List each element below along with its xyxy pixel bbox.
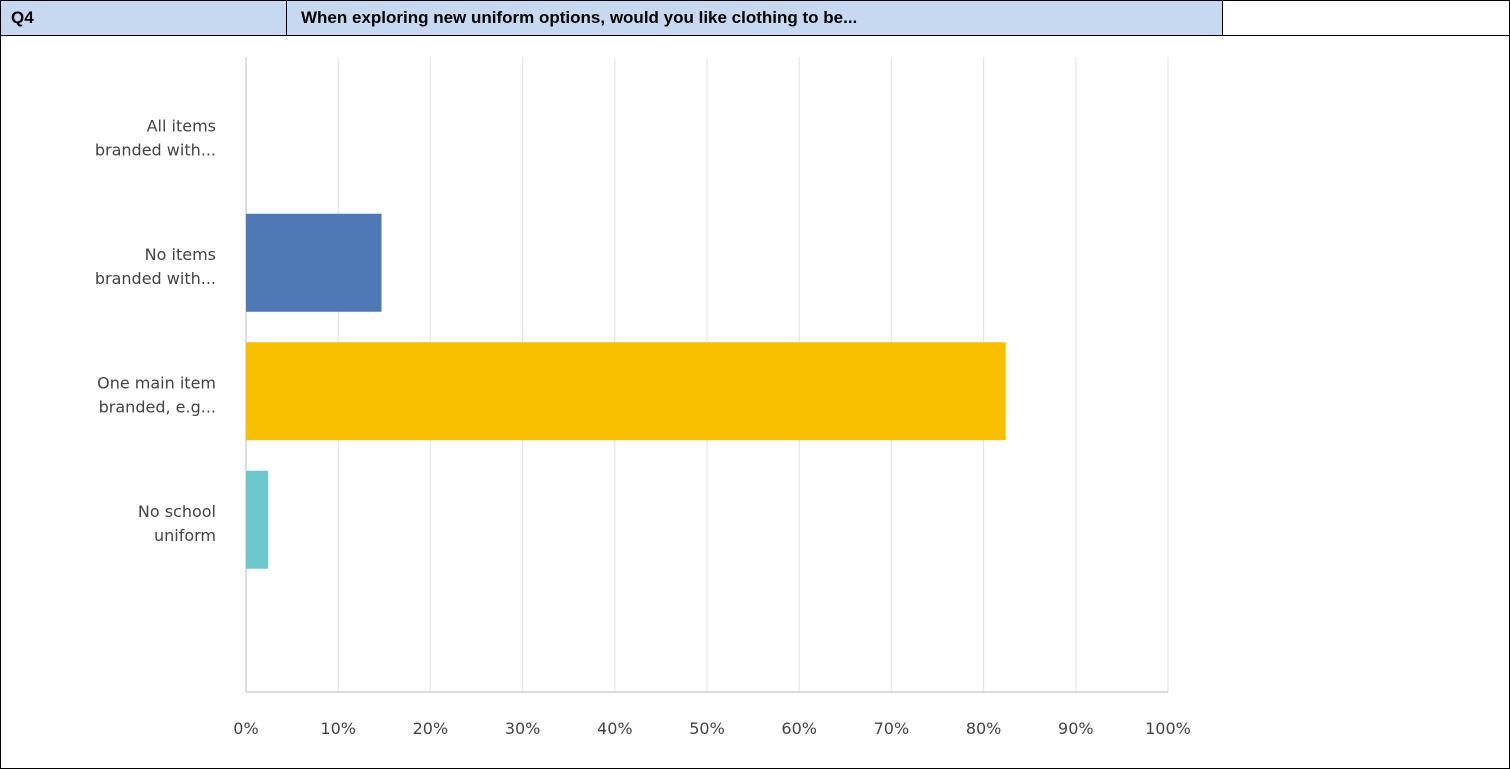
x-axis-ticks: 0% 10% 20% 30% 40% 50% 60% 70% 80% 90% 100%	[233, 719, 1191, 738]
question-text: When exploring new uniform options, woul…	[287, 1, 1223, 35]
question-number: Q4	[1, 1, 287, 35]
x-tick-label: 90%	[1058, 719, 1094, 738]
x-tick-label: 30%	[505, 719, 541, 738]
category-label: No school uniform	[138, 502, 216, 545]
x-tick-label: 40%	[597, 719, 633, 738]
category-label: No items branded with...	[95, 245, 216, 288]
category-labels: All items branded with... No items branded …	[95, 116, 216, 545]
x-tick-label: 100%	[1145, 719, 1191, 738]
category-label: All items branded with...	[95, 116, 216, 159]
x-tick-label: 0%	[233, 719, 258, 738]
x-tick-label: 60%	[781, 719, 817, 738]
bars	[246, 213, 1006, 569]
bar	[246, 470, 269, 569]
header-empty-cell	[1223, 1, 1509, 35]
bar	[246, 213, 382, 312]
x-tick-label: 80%	[966, 719, 1002, 738]
bar	[246, 342, 1006, 441]
x-tick-label: 50%	[689, 719, 725, 738]
question-header: Q4 When exploring new uniform options, w…	[1, 1, 1509, 36]
x-tick-label: 20%	[413, 719, 449, 738]
x-tick-label: 70%	[874, 719, 910, 738]
bar-chart: All items branded with... No items branded …	[95, 57, 1191, 738]
x-tick-label: 10%	[320, 719, 356, 738]
category-label: One main item branded, e.g...	[97, 373, 216, 416]
